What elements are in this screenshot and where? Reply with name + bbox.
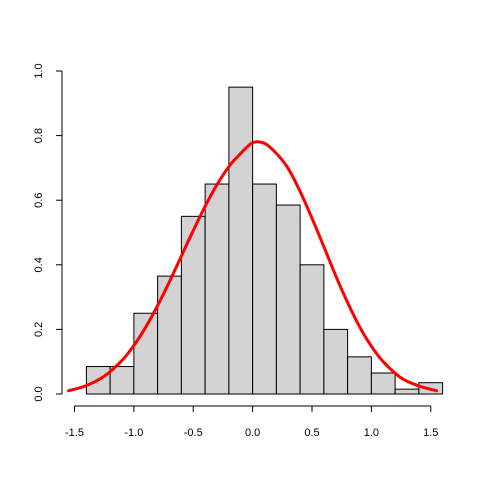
histogram-bar: [394, 388, 420, 395]
x-tick-label: -1.0: [124, 427, 143, 439]
x-tick-label: 0.0: [245, 427, 260, 439]
histogram-bar: [370, 372, 396, 395]
x-tick-label: 0.5: [304, 427, 319, 439]
histogram-bar: [323, 328, 349, 395]
histogram-bar: [275, 204, 301, 395]
histogram-bar: [157, 275, 182, 395]
histogram-bars: [85, 86, 444, 395]
y-tick-label: 1.0: [33, 63, 45, 78]
density-curve-layer: [67, 140, 439, 393]
histogram-bar: [252, 183, 277, 395]
histogram-bar: [180, 215, 206, 395]
histogram-bar: [204, 183, 230, 395]
y-tick-label: 0.8: [33, 128, 45, 143]
x-tick-label: -0.5: [184, 427, 203, 439]
density-curve: [67, 140, 439, 393]
histogram-bar: [347, 356, 372, 395]
y-tick-label: 0.0: [33, 386, 45, 401]
y-axis: 0.0 0.2 0.4 0.6 0.8 1.0: [33, 63, 63, 402]
x-tick-label: 1.5: [423, 427, 438, 439]
x-tick-label: 1.0: [364, 427, 379, 439]
histogram-bar: [299, 264, 325, 395]
histogram-bar: [228, 86, 254, 395]
y-tick-label: 0.4: [33, 257, 45, 272]
x-tick-label: -1.5: [65, 427, 84, 439]
y-tick-label: 0.2: [33, 322, 45, 337]
x-axis: -1.5 -1.0 -0.5 0.0 0.5 1.0 1.5: [65, 405, 438, 439]
histogram-bar: [109, 366, 135, 395]
y-tick-label: 0.6: [33, 193, 45, 208]
